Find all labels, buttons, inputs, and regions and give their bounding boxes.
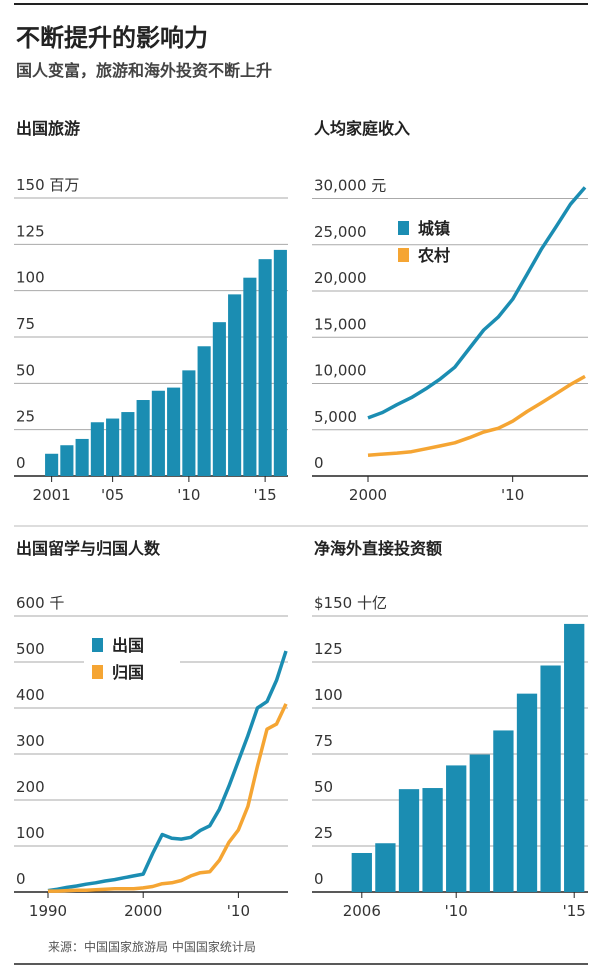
legend-swatch: [92, 638, 103, 652]
bar: [121, 412, 135, 476]
y-tick-label: 20,000: [314, 269, 367, 287]
bar: [106, 418, 120, 476]
x-tick-label: 2001: [33, 486, 71, 504]
y-tick-label: 125: [16, 222, 45, 240]
y-tick-label: 25,000: [314, 223, 367, 241]
source: 来源：中国国家旅游局 中国国家统计局: [48, 939, 256, 954]
y-tick-label: 50: [16, 361, 35, 379]
y-tick-label: 50: [314, 778, 333, 796]
line-series: [367, 186, 587, 420]
x-tick-label: '10: [445, 902, 468, 920]
bar: [351, 852, 372, 892]
y-tick-label: 400: [16, 686, 45, 704]
y-tick-label: 100: [16, 824, 45, 842]
x-tick-label: 2000: [349, 486, 387, 504]
y-tick-label: 125: [314, 640, 343, 658]
legend-label: 出国: [112, 636, 144, 655]
x-tick-label: '10: [227, 902, 250, 920]
y-tick-label: 0: [16, 454, 26, 472]
line-series: [367, 374, 586, 457]
chart-title: 出国留学与归国人数: [16, 539, 161, 558]
y-tick-label: 75: [16, 315, 35, 333]
bar: [75, 438, 89, 476]
x-tick-label: '15: [254, 486, 277, 504]
y-tick-label: 100: [314, 686, 343, 704]
chart-title: 人均家庭收入: [314, 119, 410, 138]
bar: [243, 277, 257, 476]
x-tick-label: '15: [563, 902, 586, 920]
bar: [446, 765, 467, 892]
bar: [197, 346, 211, 476]
bar: [564, 623, 585, 892]
bar: [516, 693, 538, 892]
y-tick-label: 15,000: [314, 315, 367, 333]
title: 不断提升的影响力: [16, 24, 208, 52]
x-tick-label: '10: [501, 486, 524, 504]
bar: [151, 390, 165, 476]
bar: [182, 370, 196, 476]
bar: [375, 843, 396, 892]
x-tick-label: 1990: [29, 902, 67, 920]
y-tick-label: 200: [16, 778, 45, 796]
chart-title: 出国旅游: [16, 119, 80, 138]
y-tick-label: 600 千: [16, 594, 64, 612]
y-tick-label: 0: [314, 454, 324, 472]
y-tick-label: 10,000: [314, 362, 367, 380]
bar: [273, 249, 287, 476]
bar: [493, 730, 514, 892]
y-tick-label: $150 十亿: [314, 594, 387, 612]
x-tick-label: '05: [101, 486, 124, 504]
bar: [540, 665, 561, 892]
y-tick-label: 150 百万: [16, 176, 79, 194]
x-tick-label: '10: [177, 486, 200, 504]
legend-label: 城镇: [418, 219, 450, 238]
legend-label: 归国: [112, 663, 144, 682]
legend-swatch: [92, 665, 103, 679]
legend-swatch: [398, 221, 409, 235]
bar: [469, 754, 490, 892]
chart-title: 净海外直接投资额: [314, 539, 442, 558]
bar: [45, 453, 59, 476]
y-tick-label: 5,000: [314, 408, 357, 426]
bar: [212, 322, 226, 476]
y-tick-label: 100: [16, 269, 45, 287]
legend-swatch: [398, 248, 409, 262]
line-series: [47, 650, 288, 893]
bar: [258, 259, 272, 476]
bar: [60, 445, 74, 476]
bar: [136, 400, 150, 476]
y-tick-label: 75: [314, 732, 333, 750]
y-tick-label: 0: [16, 870, 26, 888]
line-series: [48, 703, 288, 893]
bar: [90, 422, 104, 476]
subtitle: 国人变富，旅游和海外投资不断上升: [16, 61, 272, 80]
y-tick-label: 300: [16, 732, 45, 750]
y-tick-label: 0: [314, 870, 324, 888]
bar: [398, 789, 420, 892]
y-tick-label: 500: [16, 640, 45, 658]
y-tick-label: 25: [16, 408, 35, 426]
x-tick-label: 2006: [343, 902, 381, 920]
y-tick-label: 25: [314, 824, 333, 842]
bar: [228, 294, 242, 476]
bar: [167, 387, 181, 476]
bar: [422, 788, 443, 892]
x-tick-label: 2000: [124, 902, 162, 920]
y-tick-label: 30,000 元: [314, 177, 386, 195]
legend-label: 农村: [417, 246, 450, 265]
